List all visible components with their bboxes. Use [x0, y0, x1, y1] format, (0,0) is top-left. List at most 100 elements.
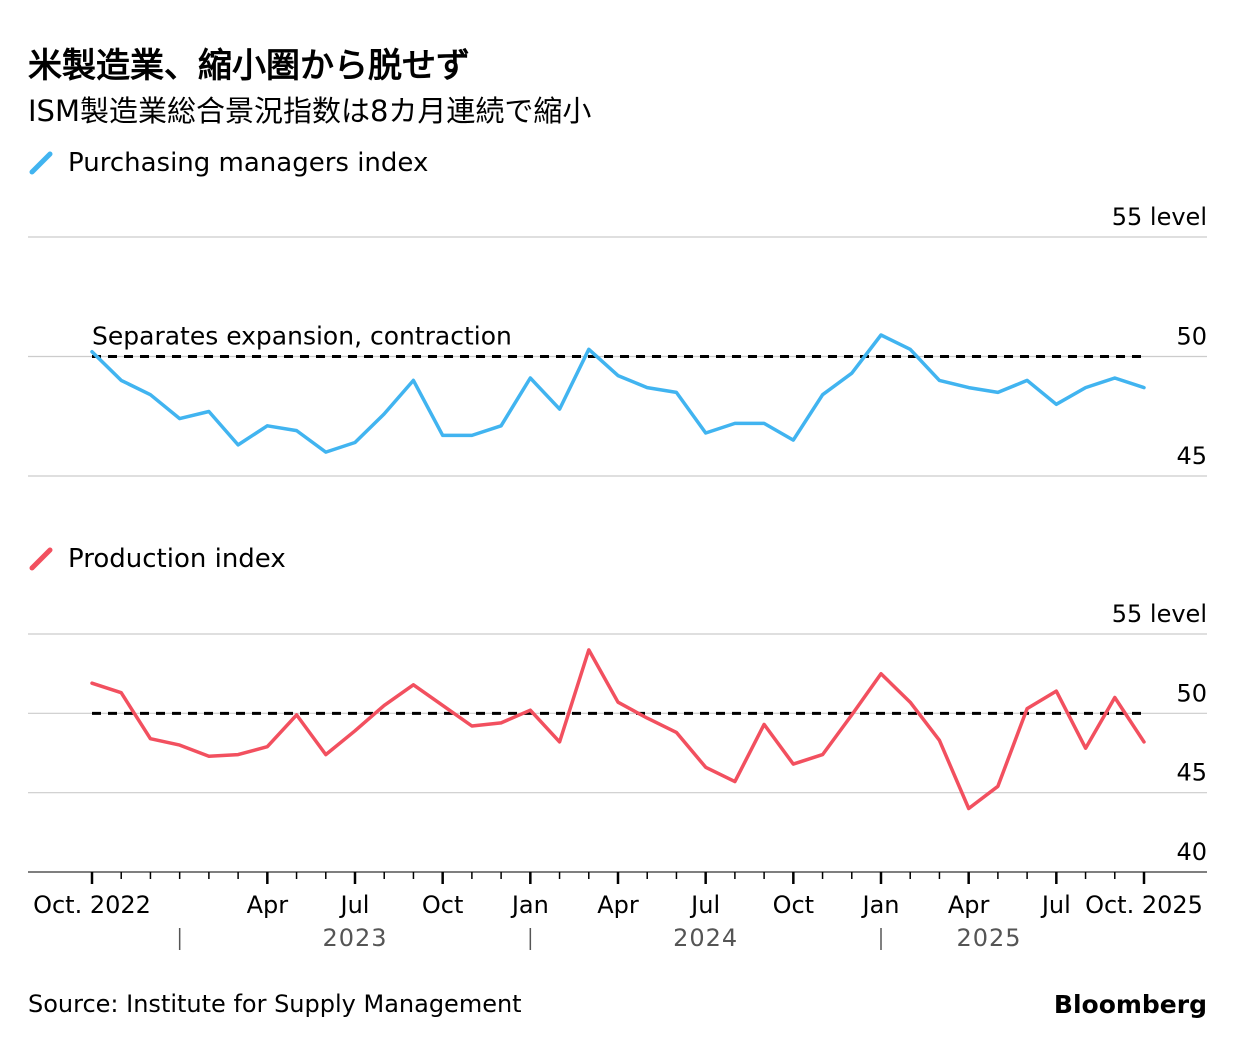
data-point-pmi	[236, 443, 240, 447]
data-point-production	[295, 713, 299, 717]
data-point-pmi	[762, 421, 766, 425]
data-point-pmi	[265, 424, 269, 428]
data-point-production	[762, 722, 766, 726]
data-point-pmi	[119, 378, 123, 382]
data-point-production	[207, 754, 211, 758]
legend-production-label: Production index	[68, 544, 286, 574]
data-point-production	[645, 716, 649, 720]
legend-pmi: Purchasing managers index	[28, 148, 428, 178]
data-point-production	[499, 721, 503, 725]
data-point-pmi	[791, 438, 795, 442]
x-tick-label: Oct	[422, 891, 464, 919]
data-point-pmi	[178, 417, 182, 421]
x-tick-label: Jul	[339, 891, 370, 919]
data-point-production	[236, 753, 240, 757]
chart-title: 米製造業、縮小圏から脱せず	[28, 46, 470, 86]
data-point-production	[616, 700, 620, 704]
data-point-production	[1054, 689, 1058, 693]
data-point-production	[353, 729, 357, 733]
brand-logo-text: Bloomberg	[1053, 990, 1207, 1019]
data-point-production	[674, 730, 678, 734]
y-tick-label-production-40: 40	[1176, 838, 1207, 866]
y-tick-label-pmi-50: 50	[1176, 323, 1207, 351]
x-tick-label: Jul	[689, 891, 720, 919]
chart-subtitle: ISM製造業総合景況指数は8カ月連続で縮小	[28, 94, 592, 128]
year-label: 2024	[673, 924, 738, 952]
data-point-pmi	[90, 350, 94, 354]
data-point-pmi	[558, 407, 562, 411]
legend-production: Production index	[28, 544, 286, 574]
legend-production-swatch-line	[29, 547, 53, 571]
data-point-production	[441, 703, 445, 707]
data-point-production	[1113, 696, 1117, 700]
year-label: 2023	[322, 924, 387, 952]
y-tick-label-production-55: 55 level	[1112, 600, 1207, 628]
data-point-production	[324, 753, 328, 757]
series-line-production	[90, 648, 1146, 811]
data-point-pmi	[704, 431, 708, 435]
data-point-production	[1025, 707, 1029, 711]
data-point-pmi	[324, 450, 328, 454]
y-tick-label-pmi-45: 45	[1176, 442, 1207, 470]
data-point-production	[1084, 746, 1088, 750]
x-tick-label: Jan	[510, 891, 549, 919]
y-tick-label-pmi-55: 55 level	[1112, 203, 1207, 231]
data-point-production	[382, 703, 386, 707]
data-point-pmi	[645, 386, 649, 390]
data-point-pmi	[1054, 402, 1058, 406]
y-tick-label-production-45: 45	[1176, 759, 1207, 787]
data-point-production	[791, 762, 795, 766]
legend-production-swatch-icon	[29, 547, 53, 571]
data-point-pmi	[616, 374, 620, 378]
data-point-pmi	[441, 433, 445, 437]
data-point-production	[967, 807, 971, 811]
data-point-pmi	[674, 390, 678, 394]
data-point-pmi	[908, 347, 912, 351]
legend-pmi-swatch-line	[29, 151, 53, 175]
data-point-production	[821, 753, 825, 757]
data-point-production	[1142, 740, 1146, 744]
source-note: Source: Institute for Supply Management	[28, 990, 522, 1018]
data-point-pmi	[470, 433, 474, 437]
data-point-pmi	[295, 429, 299, 433]
year-label: 2025	[956, 924, 1021, 952]
data-point-pmi	[733, 421, 737, 425]
data-point-pmi	[207, 410, 211, 414]
x-tick-label: Jan	[861, 891, 900, 919]
data-point-production	[733, 780, 737, 784]
data-point-pmi	[411, 378, 415, 382]
series-line-pmi	[90, 333, 1146, 454]
x-tick-label: Apr	[597, 891, 639, 919]
data-point-production	[558, 740, 562, 744]
data-point-production	[908, 700, 912, 704]
data-point-production	[265, 745, 269, 749]
data-point-pmi	[148, 393, 152, 397]
data-point-production	[411, 683, 415, 687]
data-point-pmi	[1084, 386, 1088, 390]
data-point-pmi	[353, 441, 357, 445]
data-point-production	[850, 713, 854, 717]
data-point-pmi	[499, 424, 503, 428]
x-tick-label: Jul	[1040, 891, 1071, 919]
y-tick-label-production-50: 50	[1176, 679, 1207, 707]
data-point-production	[119, 691, 123, 695]
data-point-pmi	[879, 333, 883, 337]
data-point-pmi	[528, 376, 532, 380]
data-point-production	[937, 738, 941, 742]
legend-pmi-label: Purchasing managers index	[68, 148, 429, 178]
data-point-pmi	[1142, 386, 1146, 390]
data-point-production	[528, 708, 532, 712]
data-point-pmi	[967, 386, 971, 390]
x-tick-label: Oct. 2025	[1085, 891, 1203, 919]
x-tick-label: Oct. 2022	[33, 891, 151, 919]
data-point-pmi	[996, 390, 1000, 394]
data-point-production	[90, 681, 94, 685]
data-point-pmi	[1113, 376, 1117, 380]
x-tick-label: Oct	[773, 891, 815, 919]
data-point-production	[996, 784, 1000, 788]
data-point-production	[148, 737, 152, 741]
x-tick-label: Apr	[247, 891, 289, 919]
reference-annotation: Separates expansion, contraction	[92, 322, 512, 351]
data-point-production	[178, 743, 182, 747]
